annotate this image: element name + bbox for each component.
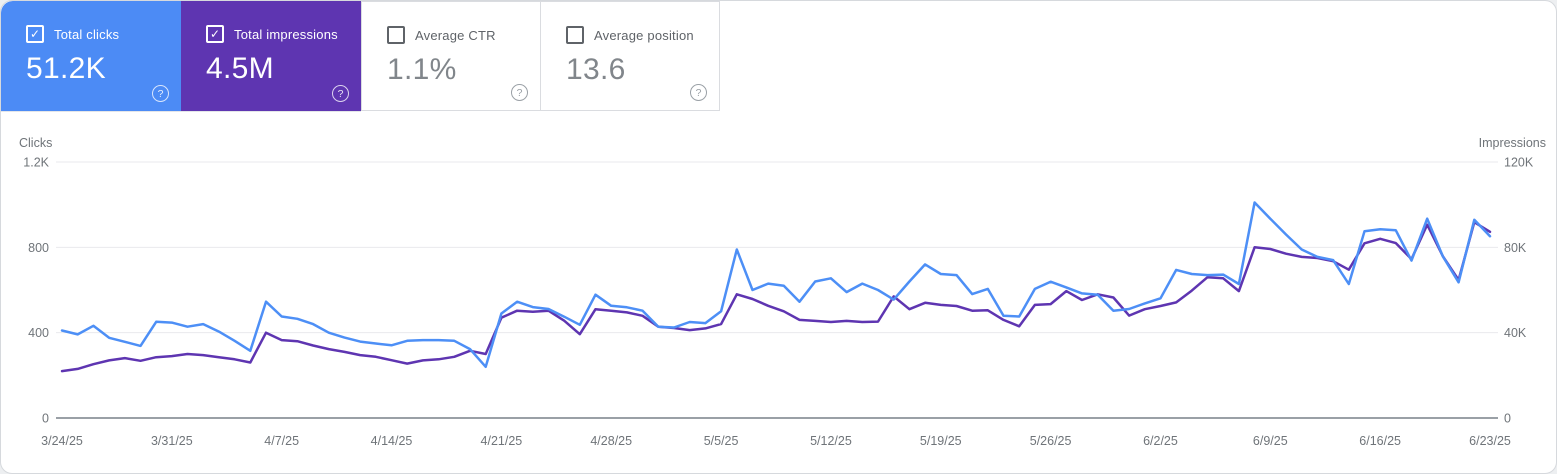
help-icon[interactable]: ? [332, 85, 349, 102]
impressions-line[interactable] [60, 220, 1492, 373]
checkbox-checked-icon[interactable]: ✓ [206, 25, 224, 43]
checkbox-unchecked-icon[interactable] [566, 26, 584, 44]
help-icon[interactable]: ? [690, 84, 707, 101]
x-axis-date-label: 5/19/25 [920, 434, 962, 448]
help-icon[interactable]: ? [511, 84, 528, 101]
right-axis-tick: 120K [1504, 156, 1534, 170]
left-axis-tick: 400 [28, 326, 49, 340]
x-axis-date-label: 5/12/25 [810, 434, 852, 448]
checkbox-unchecked-icon[interactable] [387, 26, 405, 44]
x-axis-date-label: 4/28/25 [590, 434, 632, 448]
x-axis-date-label: 4/21/25 [481, 434, 523, 448]
average-position-card-header: Average position [566, 26, 719, 44]
metric-cards-row: ✓ Total clicks 51.2K ? ✓ Total impressio… [1, 1, 720, 111]
right-axis-tick: 80K [1504, 241, 1527, 255]
metric-label: Total clicks [54, 26, 120, 42]
x-axis-date-label: 6/2/25 [1143, 434, 1178, 448]
average-ctr-card[interactable]: Average CTR 1.1% ? [361, 1, 541, 111]
metric-label: Average position [594, 27, 694, 43]
average-position-card[interactable]: Average position 13.6 ? [540, 1, 720, 111]
left-axis-tick: 0 [42, 412, 49, 426]
right-axis-tick: 40K [1504, 326, 1527, 340]
x-axis-date-label: 3/31/25 [151, 434, 193, 448]
average-ctr-card-header: Average CTR [387, 26, 540, 44]
x-axis-date-label: 5/5/25 [704, 434, 739, 448]
right-axis-tick: 0 [1504, 412, 1511, 426]
total-clicks-card-header: ✓ Total clicks [26, 25, 181, 43]
x-axis-date-label: 3/24/25 [41, 434, 83, 448]
metric-value: 13.6 [566, 53, 626, 86]
metric-value: 1.1% [387, 53, 457, 86]
total-impressions-card-header: ✓ Total impressions [206, 25, 361, 43]
x-axis-date-label: 5/26/25 [1030, 434, 1072, 448]
left-axis-tick: 800 [28, 241, 49, 255]
right-axis-title: Impressions [1479, 136, 1546, 150]
x-axis-date-label: 6/16/25 [1359, 434, 1401, 448]
x-axis-date-label: 4/14/25 [371, 434, 413, 448]
x-axis-date-label: 6/23/25 [1469, 434, 1511, 448]
clicks-line[interactable] [60, 201, 1492, 369]
x-axis-date-label: 4/7/25 [264, 434, 299, 448]
metric-label: Average CTR [415, 27, 496, 43]
checkbox-checked-icon[interactable]: ✓ [26, 25, 44, 43]
metric-value: 51.2K [26, 52, 106, 85]
total-clicks-card[interactable]: ✓ Total clicks 51.2K ? [1, 1, 181, 111]
left-axis-tick: 1.2K [23, 156, 49, 170]
x-axis-date-label: 6/9/25 [1253, 434, 1288, 448]
metric-label: Total impressions [234, 26, 338, 42]
total-impressions-card[interactable]: ✓ Total impressions 4.5M ? [181, 1, 361, 111]
metric-value: 4.5M [206, 52, 274, 85]
help-icon[interactable]: ? [152, 85, 169, 102]
left-axis-title: Clicks [19, 136, 52, 150]
